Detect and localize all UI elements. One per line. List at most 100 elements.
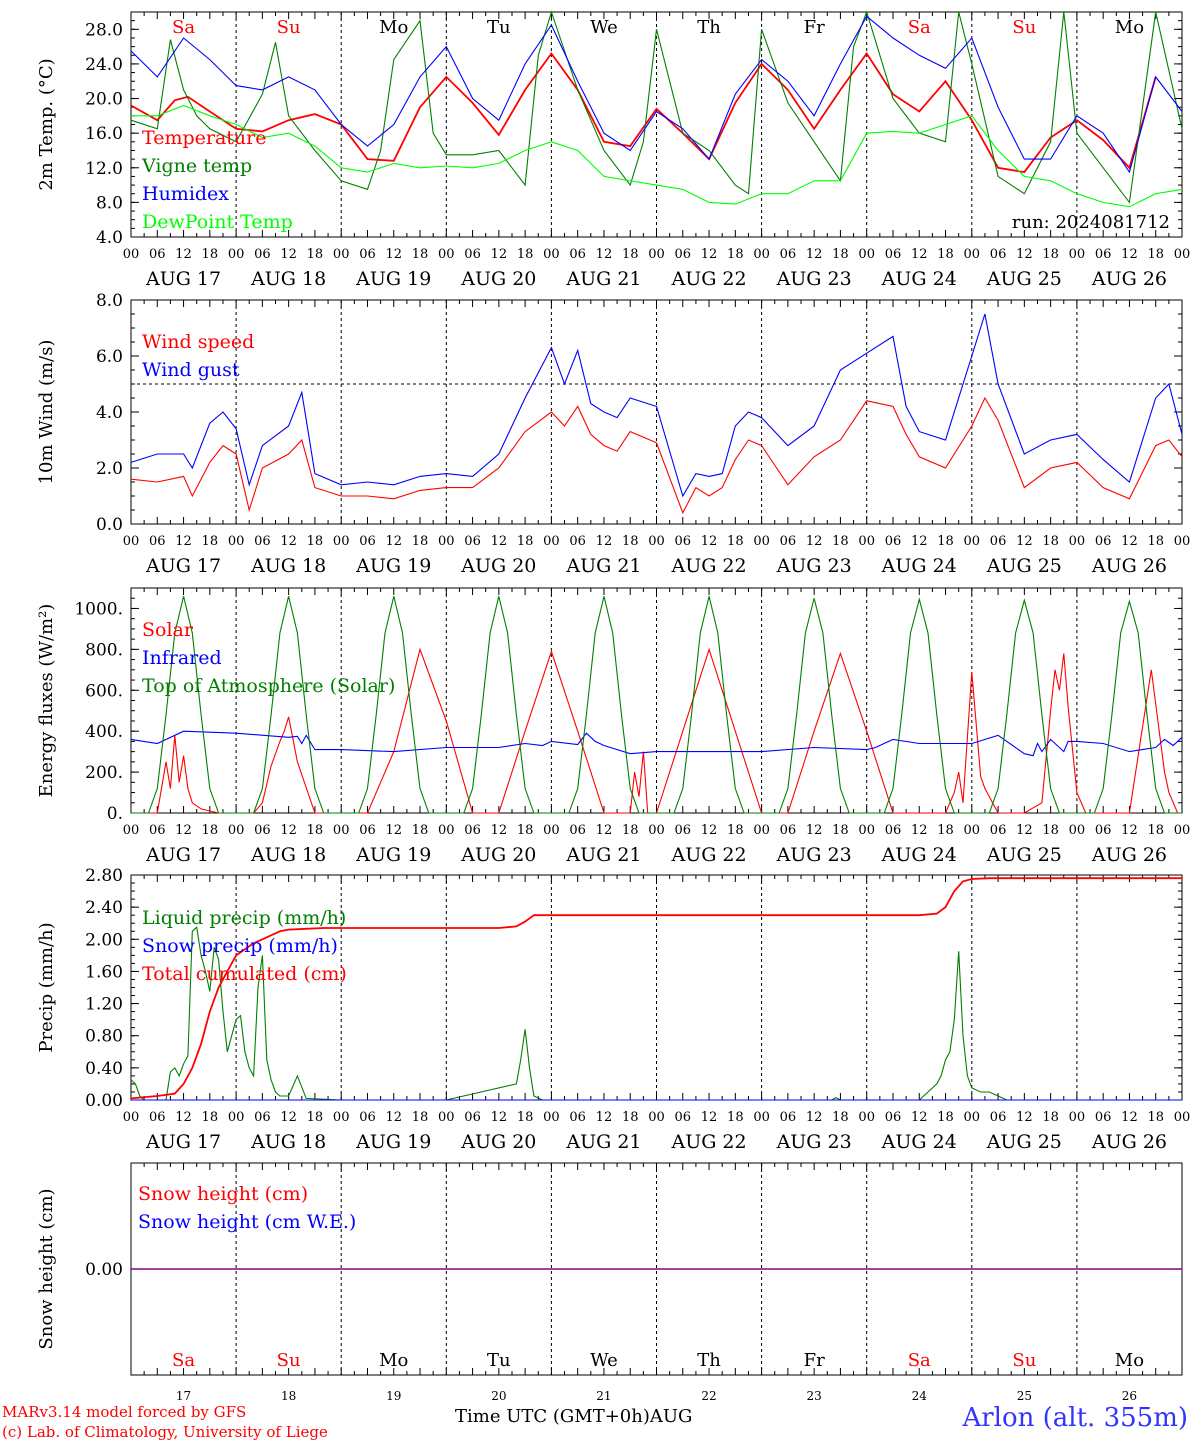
hour-tick-label: 06	[254, 534, 271, 549]
y-tick-label: 24.0	[85, 55, 123, 75]
hour-tick-label: 06	[359, 534, 376, 549]
series-line-wind-gust	[130, 313, 1183, 498]
hour-tick-label: 06	[885, 823, 902, 838]
hour-tick-label: 12	[491, 823, 508, 838]
hour-tick-label: 18	[202, 823, 219, 838]
date-label: AUG 19	[355, 1131, 431, 1153]
date-label: AUG 17	[145, 555, 221, 577]
time-axis-label: Time UTC (GMT+0h)	[455, 1406, 650, 1427]
y-axis-label: Precip (mm/h)	[36, 922, 57, 1052]
hour-tick-label: 12	[806, 1110, 823, 1125]
day-name: Th	[697, 17, 721, 38]
date-label: AUG 25	[986, 1131, 1062, 1153]
day-number: 21	[596, 1389, 611, 1403]
legend-entry: Wind speed	[142, 331, 254, 353]
date-label: AUG 23	[776, 268, 852, 290]
hour-tick-label: 06	[990, 247, 1007, 262]
date-label: AUG 24	[881, 1131, 957, 1153]
day-name: Su	[277, 17, 301, 38]
y-tick-label: 2.0	[96, 459, 123, 479]
legend-entry: Humidex	[142, 183, 229, 205]
y-tick-label: 28.0	[85, 20, 123, 40]
hour-tick-label: 06	[780, 1110, 797, 1125]
hour-tick-label: 00	[228, 534, 245, 549]
y-tick-label: 12.0	[85, 159, 123, 179]
hour-tick-label: 06	[464, 247, 481, 262]
hour-tick-label: 18	[1042, 534, 1059, 549]
y-tick-label: 8.0	[96, 291, 123, 311]
hour-tick-label: 12	[385, 1110, 402, 1125]
hour-tick-label: 18	[307, 1110, 324, 1125]
hour-tick-label: 12	[1121, 534, 1138, 549]
day-number: 22	[701, 1389, 716, 1403]
date-label: AUG 23	[776, 555, 852, 577]
day-name: Fr	[804, 17, 825, 38]
hour-tick-label: 06	[464, 1110, 481, 1125]
date-label: AUG 23	[776, 844, 852, 866]
hour-tick-label: 00	[753, 823, 770, 838]
date-label: AUG 17	[145, 1131, 221, 1153]
date-label: AUG 20	[460, 555, 536, 577]
hour-tick-label: 00	[123, 534, 140, 549]
date-label: AUG 22	[670, 268, 746, 290]
hour-tick-label: 12	[385, 247, 402, 262]
hour-tick-label: 00	[1174, 823, 1191, 838]
hour-tick-label: 18	[412, 1110, 429, 1125]
day-name: Tu	[487, 17, 511, 38]
hour-tick-label: 00	[858, 534, 875, 549]
hour-tick-label: 12	[911, 823, 928, 838]
hour-tick-label: 06	[254, 247, 271, 262]
legend-entry: Snow height (cm W.E.)	[138, 1211, 356, 1233]
hour-tick-label: 00	[1174, 247, 1191, 262]
hour-tick-label: 00	[858, 823, 875, 838]
hour-tick-label: 18	[622, 534, 639, 549]
hour-tick-label: 18	[1147, 534, 1164, 549]
hour-tick-label: 00	[964, 823, 981, 838]
day-name: Su	[277, 1350, 301, 1371]
legend-entry: Temperature	[142, 127, 266, 149]
hour-tick-label: 18	[1042, 1110, 1059, 1125]
hour-tick-label: 18	[412, 823, 429, 838]
panel-frame-wind	[130, 299, 1183, 525]
legend-entry: Liquid precip (mm/h)	[142, 907, 346, 929]
hour-tick-label: 18	[937, 823, 954, 838]
hour-tick-label: 12	[491, 534, 508, 549]
hour-tick-label: 00	[543, 1110, 560, 1125]
day-number: 19	[386, 1389, 401, 1403]
day-name: Mo	[379, 1350, 408, 1371]
date-label: AUG 26	[1091, 1131, 1167, 1153]
day-name: Sa	[172, 17, 195, 38]
date-label: AUG 21	[565, 1131, 641, 1153]
hour-tick-label: 00	[228, 247, 245, 262]
hour-tick-label: 00	[543, 534, 560, 549]
date-label: AUG 22	[670, 844, 746, 866]
series-line-total-cumulated-cm-	[130, 877, 1182, 1100]
day-name: Tu	[487, 1350, 511, 1371]
day-number: 18	[281, 1389, 296, 1403]
hour-tick-label: 12	[491, 1110, 508, 1125]
hour-tick-label: 00	[333, 1110, 350, 1125]
date-label: AUG 24	[881, 844, 957, 866]
y-axis-label: 2m Temp. (°C)	[36, 58, 57, 190]
day-name: Su	[1012, 1350, 1036, 1371]
hour-tick-label: 12	[175, 823, 192, 838]
panel-frame-temperature	[130, 11, 1183, 238]
hour-tick-label: 06	[149, 1110, 166, 1125]
hour-tick-label: 12	[911, 247, 928, 262]
hour-tick-label: 00	[543, 247, 560, 262]
hour-tick-label: 06	[464, 823, 481, 838]
hour-tick-label: 06	[359, 1110, 376, 1125]
hour-tick-label: 00	[228, 823, 245, 838]
hour-tick-label: 00	[123, 247, 140, 262]
series-line-top-of-atmosphere-solar-	[131, 596, 1182, 814]
hour-tick-label: 18	[622, 247, 639, 262]
hour-tick-label: 00	[1069, 534, 1086, 549]
hour-tick-label: 18	[832, 247, 849, 262]
hour-tick-label: 12	[175, 1110, 192, 1125]
hour-tick-label: 12	[1016, 247, 1033, 262]
hour-tick-label: 12	[596, 823, 613, 838]
day-number: 26	[1122, 1389, 1137, 1403]
run-annotation: run: 2024081712	[1012, 212, 1170, 233]
legend-entry: Snow precip (mm/h)	[142, 935, 338, 957]
hour-tick-label: 12	[806, 823, 823, 838]
